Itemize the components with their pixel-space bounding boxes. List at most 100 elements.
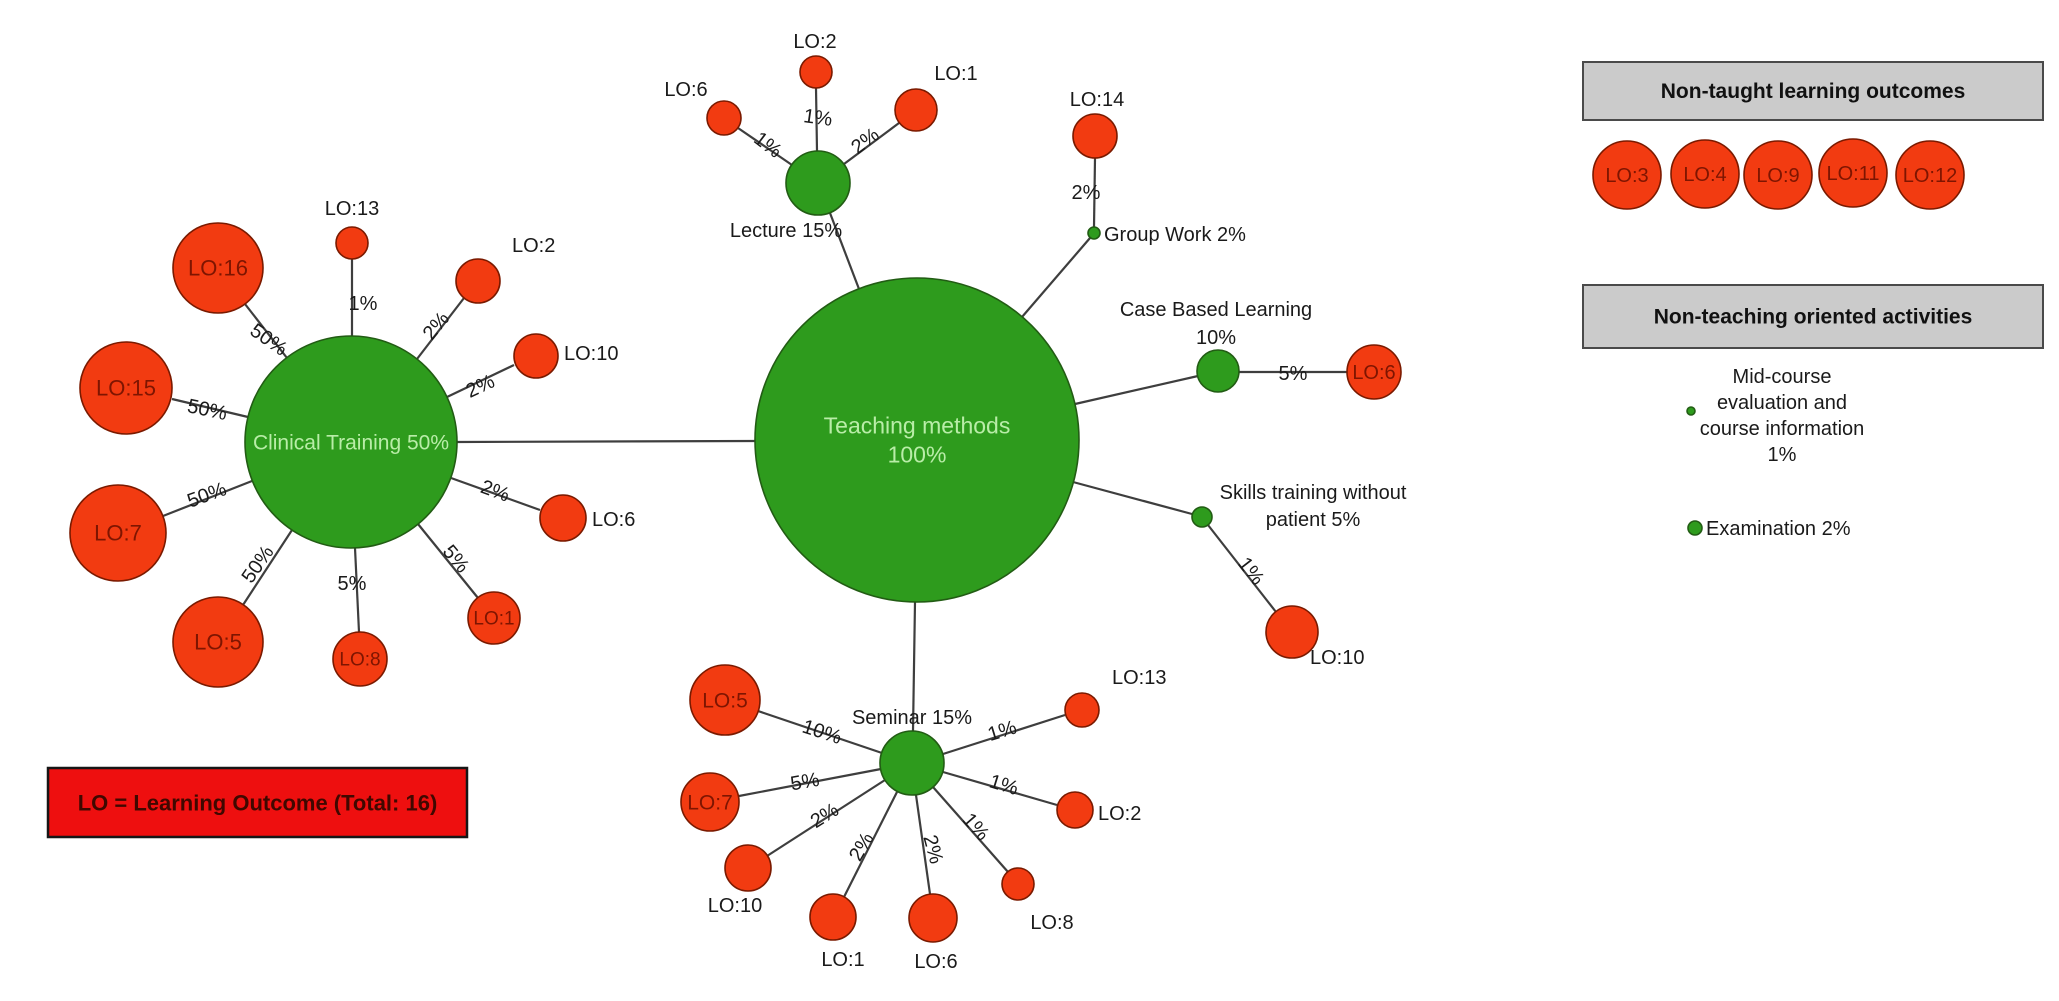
lo6-case: [1346, 344, 1402, 400]
lo11-nontaught-label: LO:11: [1827, 163, 1880, 185]
examination-label: Examination 2%: [1706, 518, 1851, 540]
lo14-groupwork: [1072, 113, 1118, 159]
edge-teaching-case: [1074, 374, 1199, 406]
pct-lecture-lo1: 2%: [847, 124, 883, 159]
label-skills-line2: patient 5%: [1266, 509, 1361, 531]
pct-lecture-lo2: 1%: [802, 105, 834, 131]
label-lo6-lecture: LO:6: [664, 79, 707, 101]
edge-clinical-lo7: [162, 479, 253, 518]
lo9-nontaught-label: LO:9: [1756, 165, 1799, 187]
edge-clinical-lo8: [353, 547, 361, 633]
label-lo13-seminar: LO:13: [1112, 667, 1166, 689]
edge-lecture-lo1: [843, 122, 900, 165]
label-lo6-clinical: LO:6: [592, 509, 635, 531]
edge-teaching-skills: [1072, 480, 1193, 516]
lo2-lecture: [799, 55, 833, 89]
label-lecture: Lecture 15%: [730, 220, 843, 242]
edge-clinical-lo6: [450, 476, 541, 512]
lo12-nontaught-label: LO:12: [1903, 165, 1957, 187]
pct-seminar-lo8: 1%: [958, 809, 994, 845]
lo3-nontaught-label: LO:3: [1605, 165, 1648, 187]
hub-clinical-training-label: Clinical Training 50%: [253, 431, 449, 454]
dot-mid-course: [1686, 406, 1696, 416]
lo4-nontaught: [1670, 139, 1740, 209]
mid-course-text-line: Mid-course: [1733, 366, 1832, 388]
pct-seminar-lo2: 1%: [987, 771, 1021, 801]
pct-clinical-lo15: 50%: [185, 395, 229, 425]
lo10-seminar: [724, 844, 772, 892]
label-lo8-seminar: LO:8: [1030, 912, 1073, 934]
lo16-clinical: [172, 222, 264, 314]
non-teaching-header: [1582, 284, 2044, 349]
lo-legend-text: LO = Learning Outcome (Total: 16): [78, 791, 438, 816]
edge-clinical-lo16: [244, 303, 288, 359]
label-lo10-seminar: LO:10: [708, 895, 762, 917]
pct-seminar-lo7: 5%: [789, 769, 822, 796]
pct-skills-lo10: 1%: [1233, 553, 1268, 589]
mid-course-text-line: course information: [1700, 418, 1865, 440]
dot-group-work: [1087, 226, 1101, 240]
pct-case-lo6: 5%: [1279, 363, 1308, 385]
label-lo2-clinical: LO:2: [512, 235, 555, 257]
pct-clinical-lo13: 1%: [349, 293, 378, 315]
lo7-seminar-label: LO:7: [687, 791, 733, 814]
mid-course-text-line: 1%: [1768, 444, 1797, 466]
label-lo1-lecture: LO:1: [934, 63, 977, 85]
edge-seminar-lo10: [766, 779, 886, 857]
dot-skills-training: [1191, 506, 1213, 528]
hub-lecture: [785, 150, 851, 216]
lo15-clinical-label: LO:15: [96, 376, 156, 401]
edge-teaching-clinical: [456, 439, 756, 444]
edge-seminar-lo7: [738, 767, 882, 798]
lo6-clinical: [539, 494, 587, 542]
edge-groupwork-lo14: [1092, 157, 1097, 228]
lo1-lecture: [894, 88, 938, 132]
hub-case-based-learning: [1196, 349, 1240, 393]
non-taught-header: [1582, 61, 2044, 121]
edge-clinical-lo15: [171, 397, 249, 419]
edge-lecture-lo6: [737, 127, 793, 166]
label-lo6-seminar: LO:6: [914, 951, 957, 973]
lo13-clinical: [335, 226, 369, 260]
lo11-nontaught: [1818, 138, 1888, 208]
edge-seminar-lo13: [942, 713, 1066, 756]
lo5-clinical-label: LO:5: [194, 630, 242, 655]
lo6-case-label: LO:6: [1352, 362, 1395, 384]
lo16-clinical-label: LO:16: [188, 256, 248, 281]
edge-seminar-lo8: [932, 786, 1009, 873]
lo6-seminar: [908, 893, 958, 943]
pct-seminar-lo5: 10%: [799, 716, 844, 749]
lo5-clinical: [172, 596, 264, 688]
lo15-clinical: [79, 341, 173, 435]
lo5-seminar: [689, 664, 761, 736]
non-teaching-header-title: Non-teaching oriented activities: [1654, 306, 1973, 329]
pct-clinical-lo1: 5%: [438, 541, 474, 577]
lo6-lecture: [706, 100, 742, 136]
edge-seminar-lo6: [914, 794, 932, 895]
lo12-nontaught: [1895, 140, 1965, 210]
edge-teaching-seminar: [911, 601, 917, 732]
hub-seminar: [879, 730, 945, 796]
label-seminar: Seminar 15%: [852, 707, 972, 729]
edge-clinical-lo10: [446, 364, 515, 398]
edge-teaching-groupwork: [1021, 237, 1091, 318]
lo3-nontaught: [1592, 140, 1662, 210]
lo1-seminar: [809, 893, 857, 941]
lo7-seminar: [680, 772, 740, 832]
lo-legend-box: [46, 766, 469, 839]
lo13-seminar: [1064, 692, 1100, 728]
pct-clinical-lo6: 2%: [478, 476, 513, 507]
edge-skills-lo10: [1207, 524, 1277, 613]
lo8-seminar: [1001, 867, 1035, 901]
edge-seminar-lo2: [942, 770, 1058, 807]
label-lo10-clinical: LO:10: [564, 343, 618, 365]
lo9-nontaught: [1743, 140, 1813, 210]
edge-clinical-lo2: [416, 297, 465, 360]
edge-teaching-lecture: [828, 212, 861, 290]
label-lo2-lecture: LO:2: [793, 31, 836, 53]
lo8-clinical-label: LO:8: [339, 650, 380, 671]
lo2-clinical: [455, 258, 501, 304]
pct-clinical-lo2: 2%: [419, 308, 455, 344]
edge-clinical-lo1: [417, 523, 479, 599]
